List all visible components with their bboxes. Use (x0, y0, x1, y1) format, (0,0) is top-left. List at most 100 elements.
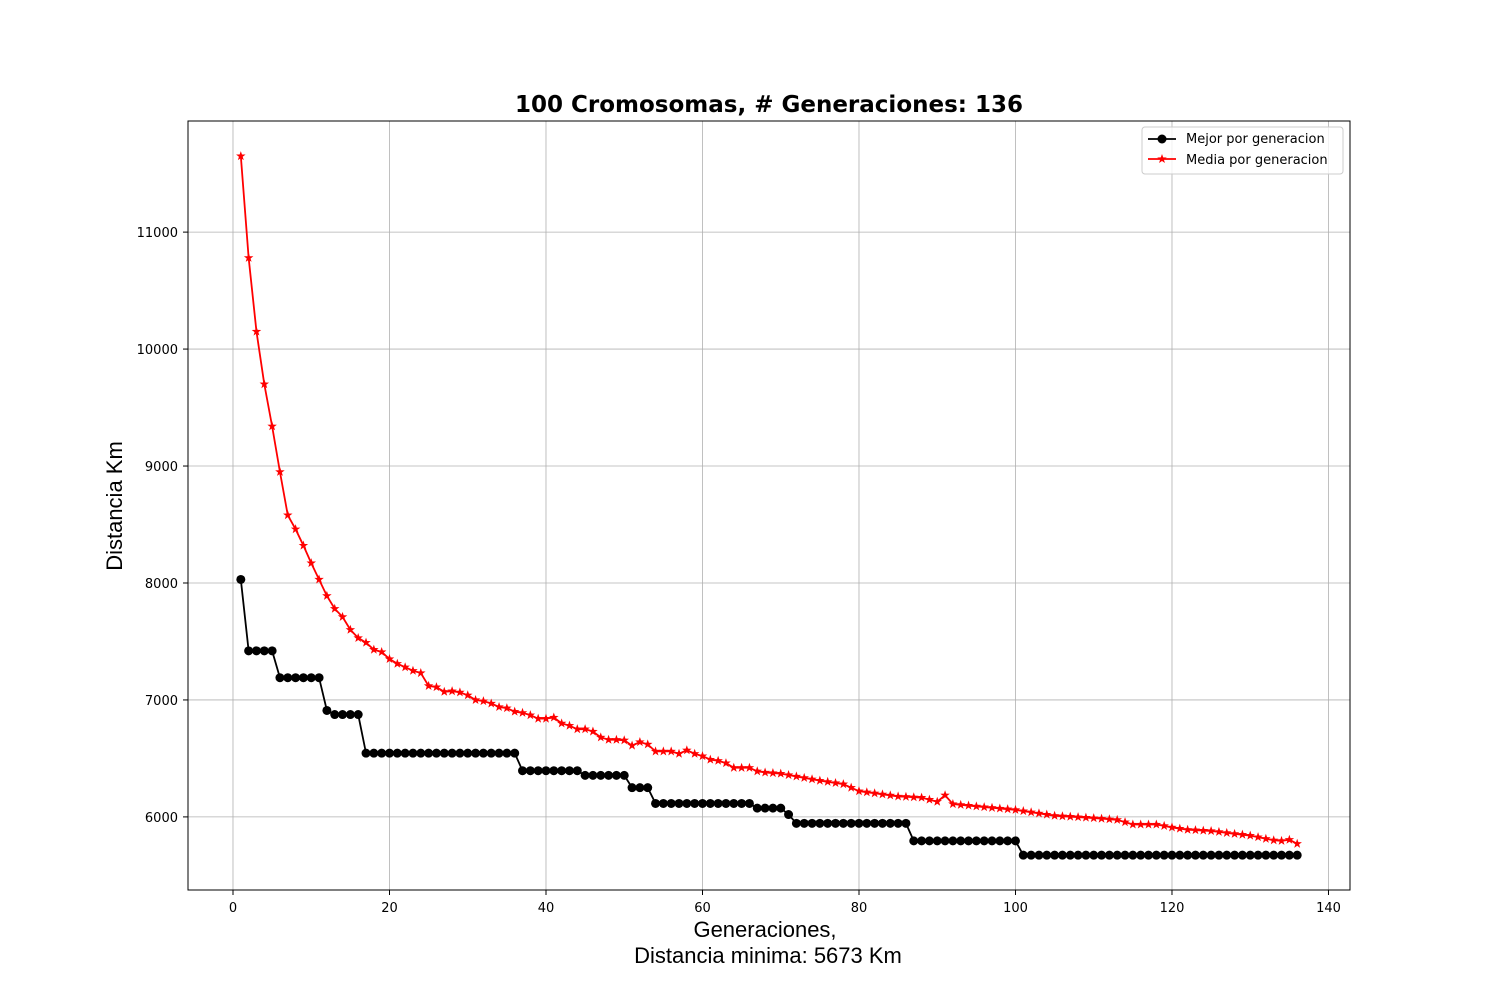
media-point (580, 724, 590, 734)
media-point (674, 748, 684, 758)
mejor-point (1214, 850, 1224, 860)
mejor-point (1081, 850, 1091, 860)
media-point (1190, 825, 1201, 835)
mejor-point (369, 748, 379, 758)
media-point (384, 654, 395, 664)
mejor-point (1057, 850, 1067, 860)
mejor-point (447, 748, 457, 758)
media-point (682, 745, 692, 755)
media-point (447, 686, 457, 696)
media-point (376, 646, 387, 657)
media-point (455, 687, 465, 697)
media-point (1104, 814, 1115, 824)
media-point (588, 726, 598, 736)
media-point (509, 706, 520, 716)
media-point (932, 796, 942, 806)
legend-marker-media (1157, 154, 1167, 164)
media-point (259, 379, 270, 389)
mejor-point (314, 673, 324, 683)
mejor-point (1151, 850, 1161, 860)
media-point (290, 524, 301, 534)
mejor-point (1190, 850, 1200, 860)
mejor-point (1261, 850, 1271, 860)
media-point (322, 590, 332, 600)
mejor-point (831, 818, 841, 828)
media-point (1112, 814, 1122, 824)
mejor-point (838, 818, 848, 828)
mejor-point (1167, 850, 1177, 860)
media-point (1261, 833, 1271, 843)
media-point (775, 768, 786, 778)
mejor-point (979, 836, 989, 846)
series-mejor (236, 574, 1302, 860)
mejor-point (964, 836, 974, 846)
media-point (713, 755, 723, 765)
media-point (705, 754, 716, 764)
media-point (822, 776, 833, 786)
mejor-point (791, 818, 801, 828)
media-point (846, 782, 856, 792)
mejor-point (643, 783, 653, 793)
mejor-point (627, 783, 637, 793)
y-tick-label: 10000 (137, 343, 178, 358)
media-point (979, 802, 989, 812)
media-point (666, 746, 676, 756)
media-point (1292, 838, 1302, 848)
y-axis-label: Distancia Km (102, 441, 127, 571)
mejor-point (995, 836, 1005, 846)
legend-box (1141, 126, 1344, 175)
mejor-point (1277, 850, 1287, 860)
legend-label-media: Media por generacion (1186, 153, 1328, 168)
media-point (1065, 811, 1076, 821)
mejor-point (1089, 850, 1099, 860)
mejor-point (658, 798, 668, 808)
mejor-point (1253, 850, 1263, 860)
media-point (815, 775, 825, 785)
media-point (658, 746, 669, 756)
y-tick-label: 11000 (137, 226, 178, 241)
media-point (1253, 832, 1263, 842)
media-point (948, 799, 958, 809)
media-point (689, 748, 700, 758)
mejor-point (236, 574, 246, 584)
mejor-point (705, 798, 715, 808)
media-point (1096, 813, 1107, 823)
mejor-point (525, 766, 535, 776)
media-point (971, 801, 982, 811)
mejor-point (862, 818, 872, 828)
media-point (838, 779, 849, 789)
mejor-point (604, 770, 614, 780)
mejor-point (690, 798, 700, 808)
mejor-point (1120, 850, 1130, 860)
mejor-point (1175, 850, 1185, 860)
media-point (337, 611, 348, 621)
mejor-point (1018, 850, 1028, 860)
media-point (517, 707, 528, 717)
x-tick-label: 0 (229, 901, 237, 916)
mejor-point (377, 748, 387, 758)
media-point (901, 791, 911, 801)
mejor-point (1050, 850, 1060, 860)
mejor-point (518, 766, 528, 776)
mejor-point (1034, 850, 1044, 860)
mejor-point (635, 783, 645, 793)
media-point (650, 746, 661, 756)
media-point (1034, 808, 1044, 818)
media-point (619, 735, 629, 745)
x-axis-sublabel: Distancia minima: 5673 Km (634, 943, 902, 968)
media-point (572, 724, 583, 734)
media-point (1135, 819, 1146, 829)
chart-title: 100 Cromosomas, # Generaciones: 136 (515, 92, 1023, 118)
media-point (525, 710, 536, 720)
media-point (893, 791, 903, 801)
media-point (955, 799, 966, 809)
plot-area-frame (187, 120, 1351, 891)
media-point (533, 713, 543, 723)
media-point (627, 740, 637, 750)
media-point (423, 680, 434, 690)
media-point (869, 788, 880, 798)
media-point (1175, 823, 1185, 833)
media-point (1237, 829, 1248, 839)
mejor-point (330, 710, 340, 720)
media-point (940, 790, 950, 800)
